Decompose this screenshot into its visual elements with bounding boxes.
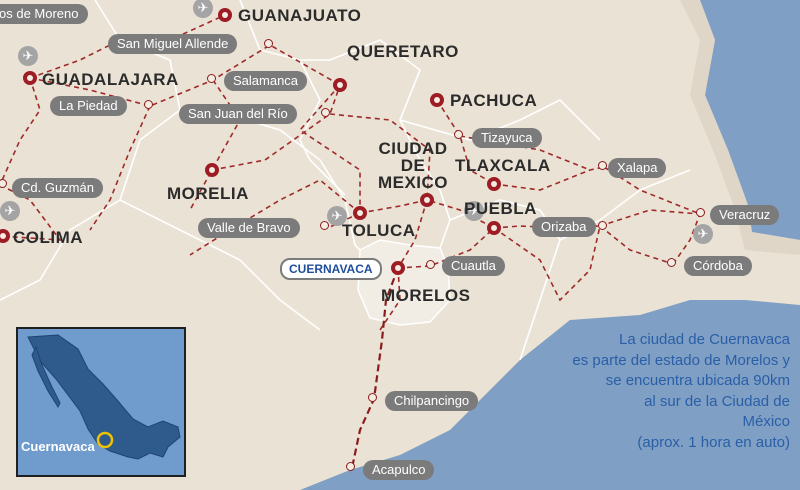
airplane-icon: ✈ [327, 206, 347, 226]
town-marker [264, 39, 273, 48]
town-label-lagos-de-moreno: os de Moreno [0, 4, 88, 24]
town-label-cordoba: Córdoba [684, 256, 752, 276]
town-marker [667, 258, 676, 267]
city-label-line: CIUDAD [378, 139, 448, 158]
town-label-salamanca: Salamanca [224, 71, 308, 91]
town-marker [321, 108, 330, 117]
town-label-veracruz: Veracruz [710, 205, 780, 225]
capital-city-marker [391, 261, 405, 275]
capital-city-marker [430, 93, 444, 107]
capital-city-marker [353, 206, 367, 220]
info-line: es parte del estado de Morelos y [572, 351, 790, 369]
town-label-acapulco: Acapulco [363, 460, 435, 480]
info-line: al sur de la Ciudad de [644, 392, 790, 410]
town-marker [368, 393, 377, 402]
city-label-pachuca: PACHUCA [450, 91, 538, 110]
town-marker [207, 74, 216, 83]
airplane-icon: ✈ [193, 0, 213, 18]
capital-city-marker [23, 71, 37, 85]
info-line: (aprox. 1 hora en auto) [637, 433, 790, 451]
info-line: México [742, 413, 790, 430]
city-label-line: DE [400, 156, 426, 175]
info-text: La ciudad de Cuernavaca es parte del est… [560, 330, 790, 453]
city-label-queretaro: QUERETARO [347, 42, 459, 61]
city-label-guanajuato: GUANAJUATO [238, 6, 362, 25]
town-marker [320, 221, 329, 230]
city-label-tlaxcala: TLAXCALA [455, 156, 551, 175]
city-label-line: MEXICO [377, 173, 449, 192]
town-marker [454, 130, 463, 139]
capital-city-marker [205, 163, 219, 177]
capital-city-marker [487, 221, 501, 235]
city-label-guadalajara: GUADALAJARA [42, 70, 179, 89]
town-label-orizaba: Orizaba [532, 217, 596, 237]
town-label-cd-guzman: Cd. Guzmán [12, 178, 103, 198]
capital-city-marker [420, 193, 434, 207]
route-acapulco [350, 267, 400, 469]
city-label-toluca: TOLUCA [342, 221, 416, 240]
town-marker [426, 260, 435, 269]
city-label-ciudad-de-mexico: CIUDAD DE MEXICO [377, 140, 449, 191]
city-label-colima: COLIMA [13, 228, 84, 247]
town-marker [598, 221, 607, 230]
town-label-la-piedad: La Piedad [50, 96, 127, 116]
morelos-state [357, 239, 451, 326]
info-line: se encuentra ubicada 90km [605, 372, 790, 389]
city-label-morelia: MORELIA [167, 184, 249, 203]
airplane-icon: ✈ [693, 224, 713, 244]
capital-city-marker [0, 229, 10, 243]
capital-city-marker [333, 78, 347, 92]
town-marker [0, 179, 7, 188]
capital-city-marker [487, 177, 501, 191]
town-marker [598, 161, 607, 170]
town-marker [144, 100, 153, 109]
inset-map: Cuernavaca [16, 327, 186, 477]
coast-shade [680, 0, 800, 255]
town-label-san-juan-del-rio: San Juan del Río [179, 104, 297, 124]
airplane-icon: ✈ [464, 201, 484, 221]
town-label-chilpancingo: Chilpancingo [385, 391, 479, 411]
town-label-cuautla: Cuautla [442, 256, 505, 276]
inset-label: Cuernavaca [21, 439, 95, 454]
mexico-silhouette [27, 334, 181, 460]
town-marker [346, 462, 355, 471]
town-marker [696, 208, 705, 217]
capital-city-marker [218, 8, 232, 22]
city-label-puebla: PUEBLA [464, 199, 537, 218]
town-label-xalapa: Xalapa [608, 158, 667, 178]
airplane-icon: ✈ [18, 46, 38, 66]
town-label-san-miguel-allende: San Miguel Allende [108, 34, 238, 54]
city-label-morelos: MORELOS [381, 286, 471, 305]
info-line: La ciudad de Cuernavaca [619, 331, 790, 348]
highlight-city-label: CUERNAVACA [280, 258, 382, 280]
town-label-tizayuca: Tizayuca [472, 128, 542, 148]
roads [0, 14, 701, 331]
town-label-valle-de-bravo: Valle de Bravo [198, 218, 300, 238]
airplane-icon: ✈ [0, 201, 20, 221]
